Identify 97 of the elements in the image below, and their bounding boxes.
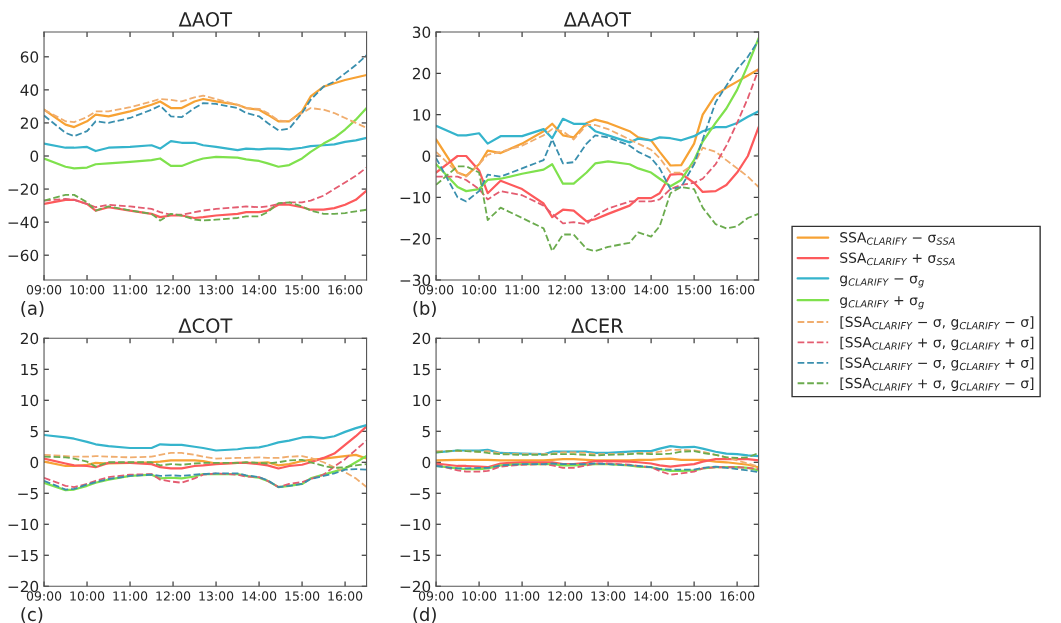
chart-title: ΔCER	[571, 318, 624, 334]
text: (a)	[21, 301, 44, 318]
line-series	[436, 448, 759, 468]
line-series	[436, 125, 759, 223]
line-series	[436, 68, 759, 226]
y-tick-label: −10	[400, 191, 431, 204]
x-tick-label: 12:00	[548, 285, 583, 295]
y-tick-label: −10	[400, 518, 431, 531]
y-tick-label: 20	[20, 117, 39, 129]
x-tick-label: 15:00	[285, 285, 320, 295]
x-tick-label: 16:00	[328, 591, 363, 601]
y-tick-label: 0	[30, 150, 39, 163]
x-tick-label: 10:00	[462, 591, 497, 601]
x-tick-label: 09:00	[418, 285, 454, 295]
chart-title: ΔAAOT	[563, 12, 632, 27]
y-tick-label: 5	[30, 425, 38, 438]
x-tick-label: 16:00	[328, 285, 363, 295]
x-tick-label: 13:00	[591, 285, 626, 295]
x-tick-label: 10:00	[70, 285, 105, 295]
y-tick-label: −15	[400, 549, 430, 562]
line-series	[436, 68, 759, 177]
y-tick-label: −5	[18, 487, 38, 500]
text: (c)	[21, 607, 43, 623]
x-tick-label: 11:00	[113, 285, 148, 295]
x-tick-label: 09:00	[26, 285, 62, 295]
x-tick-label: 13:00	[199, 285, 234, 295]
text: (b)	[413, 300, 436, 318]
x-tick-label: 10:00	[462, 285, 497, 295]
y-tick-label: 0	[422, 150, 431, 163]
line-series	[436, 449, 759, 459]
y-tick-label: 10	[21, 394, 39, 407]
x-tick-label: 13:00	[591, 591, 626, 601]
x-tick-label: 12:00	[548, 591, 583, 601]
legend-label: g$_{CLARIFY}$ + σ$_{g}$	[840, 296, 924, 310]
y-tick-label: 0	[30, 456, 39, 469]
line-series	[44, 106, 367, 170]
x-tick-label: 15:00	[677, 591, 712, 601]
line-series	[44, 425, 367, 470]
line-series	[436, 124, 759, 188]
legend-label: [SSA$_{CLARIFY}$ − σ, g$_{CLARIFY}$ − σ]	[840, 316, 1034, 330]
y-tick-label: 20	[20, 332, 39, 345]
y-tick-label: 40	[20, 84, 39, 96]
legend-label: [SSA$_{CLARIFY}$ + σ, g$_{CLARIFY}$ + σ]	[840, 336, 1034, 351]
chart-title: ΔCOT	[178, 318, 233, 334]
chart-title: ΔAOT	[178, 12, 233, 27]
line-series	[44, 136, 367, 153]
x-tick-label: 09:00	[418, 591, 454, 601]
x-tick-label: 09:00	[26, 591, 62, 601]
y-tick-label: −20	[400, 580, 431, 593]
y-tick-label: −15	[8, 549, 38, 562]
x-tick-label: 11:00	[113, 591, 148, 601]
y-tick-label: −60	[8, 249, 39, 262]
x-tick-label: 14:00	[242, 285, 277, 295]
x-tick-label: 11:00	[505, 285, 540, 295]
y-tick-label: 30	[412, 26, 431, 39]
y-tick-label: −20	[8, 580, 39, 593]
y-tick-label: 15	[21, 363, 38, 376]
line-series	[44, 423, 367, 452]
line-series	[44, 73, 367, 129]
x-tick-label: 15:00	[285, 591, 320, 601]
text: (d)	[413, 607, 436, 623]
x-tick-label: 11:00	[505, 591, 540, 601]
y-tick-label: −20	[8, 183, 39, 196]
legend-label: g$_{CLARIFY}$ − σ$_{g}$	[840, 275, 924, 288]
y-tick-label: 20	[412, 67, 431, 80]
legend-label: [SSA$_{CLARIFY}$ + σ, g$_{CLARIFY}$ − σ]	[840, 377, 1034, 392]
x-tick-label: 16:00	[720, 285, 755, 295]
y-tick-label: 60	[20, 51, 39, 63]
legend-label: SSA$_{CLARIFY}$ − σ$_{SSA}$	[840, 232, 955, 245]
x-tick-label: 14:00	[634, 591, 669, 601]
line-series	[44, 439, 367, 488]
y-tick-label: 20	[412, 332, 431, 345]
y-tick-label: −10	[8, 518, 39, 531]
x-tick-label: 12:00	[156, 591, 191, 601]
y-tick-label: −40	[8, 216, 39, 229]
line-series	[44, 468, 367, 491]
line-series	[436, 110, 759, 145]
y-tick-label: 10	[413, 394, 431, 407]
x-tick-label: 14:00	[242, 591, 277, 601]
y-tick-label: 10	[413, 109, 431, 121]
x-tick-label: 16:00	[720, 591, 755, 601]
y-tick-label: 5	[422, 425, 430, 438]
x-tick-label: 14:00	[634, 285, 669, 295]
y-tick-label: 0	[422, 456, 431, 469]
y-tick-label: −30	[400, 274, 431, 286]
y-tick-label: −5	[410, 487, 430, 500]
x-tick-label: 15:00	[677, 285, 712, 295]
x-tick-label: 10:00	[70, 591, 105, 601]
line-series	[44, 94, 367, 129]
line-series	[436, 165, 759, 252]
line-series	[44, 54, 367, 138]
legend-label: SSA$_{CLARIFY}$ + σ$_{SSA}$	[840, 252, 955, 266]
legend-label: [SSA$_{CLARIFY}$ − σ, g$_{CLARIFY}$ + σ]	[840, 357, 1034, 371]
y-tick-label: 15	[413, 363, 430, 376]
y-tick-label: −20	[400, 233, 431, 245]
x-tick-label: 13:00	[199, 591, 234, 601]
x-tick-label: 12:00	[156, 285, 191, 295]
